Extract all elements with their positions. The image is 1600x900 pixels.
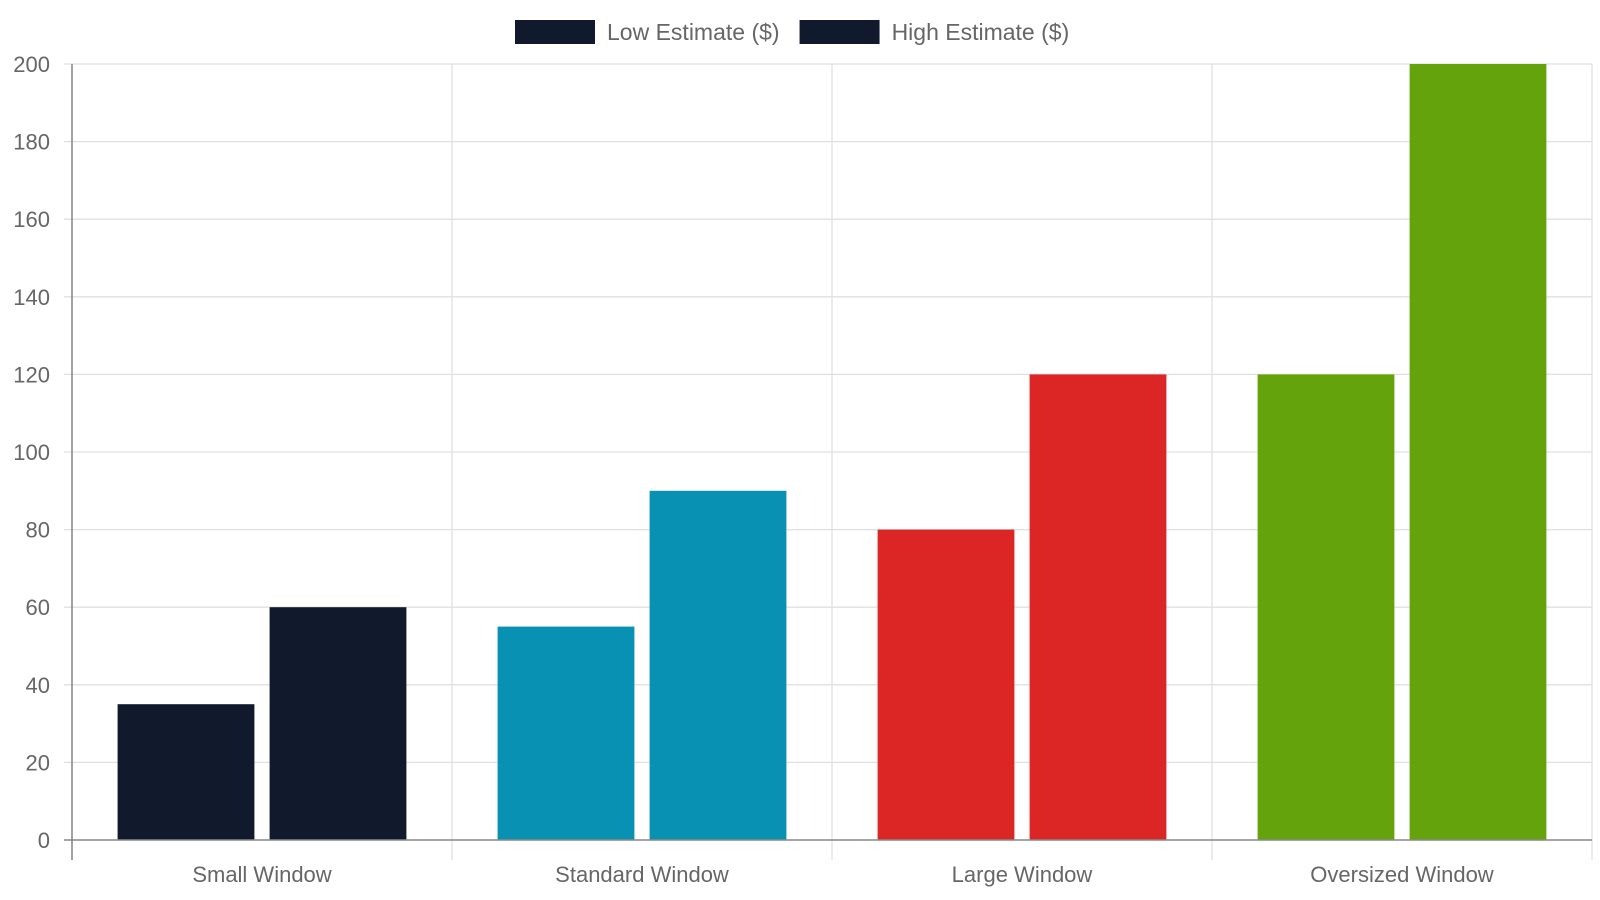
- bar-standard-window-high[interactable]: [649, 490, 787, 840]
- bar-standard-window-low[interactable]: [497, 626, 635, 840]
- y-tick-label: 160: [13, 207, 50, 232]
- bar-large-window-high[interactable]: [1029, 374, 1167, 840]
- y-tick-label: 200: [13, 52, 50, 77]
- x-tick-label: Small Window: [192, 862, 331, 887]
- x-tick-label: Standard Window: [555, 862, 729, 887]
- bars: [117, 64, 1547, 840]
- y-tick-label: 80: [26, 518, 50, 543]
- y-tick-label: 100: [13, 440, 50, 465]
- y-tick-label: 140: [13, 285, 50, 310]
- legend-swatch-high[interactable]: [799, 20, 880, 44]
- legend-swatch-low[interactable]: [515, 20, 595, 44]
- x-tick-label: Oversized Window: [1310, 862, 1494, 887]
- bar-oversized-window-low[interactable]: [1257, 374, 1395, 840]
- y-tick-label: 20: [26, 750, 50, 775]
- y-tick-label: 40: [26, 673, 50, 698]
- y-tick-label: 120: [13, 362, 50, 387]
- bar-small-window-low[interactable]: [117, 704, 255, 840]
- axes: 0 20 40 60 80 100 120 140 160 180 200 Small Window S…: [13, 52, 1592, 887]
- legend-label-high[interactable]: High Estimate ($): [892, 19, 1070, 45]
- y-tick-label: 0: [38, 828, 50, 853]
- legend: Low Estimate ($) High Estimate ($): [515, 19, 1069, 45]
- legend-label-low[interactable]: Low Estimate ($): [607, 19, 780, 45]
- y-tick-label: 180: [13, 130, 50, 155]
- y-tick-label: 60: [26, 595, 50, 620]
- bar-small-window-high[interactable]: [269, 607, 407, 840]
- bar-oversized-window-high[interactable]: [1409, 64, 1547, 840]
- bar-large-window-low[interactable]: [877, 529, 1015, 840]
- x-tick-label: Large Window: [952, 862, 1093, 887]
